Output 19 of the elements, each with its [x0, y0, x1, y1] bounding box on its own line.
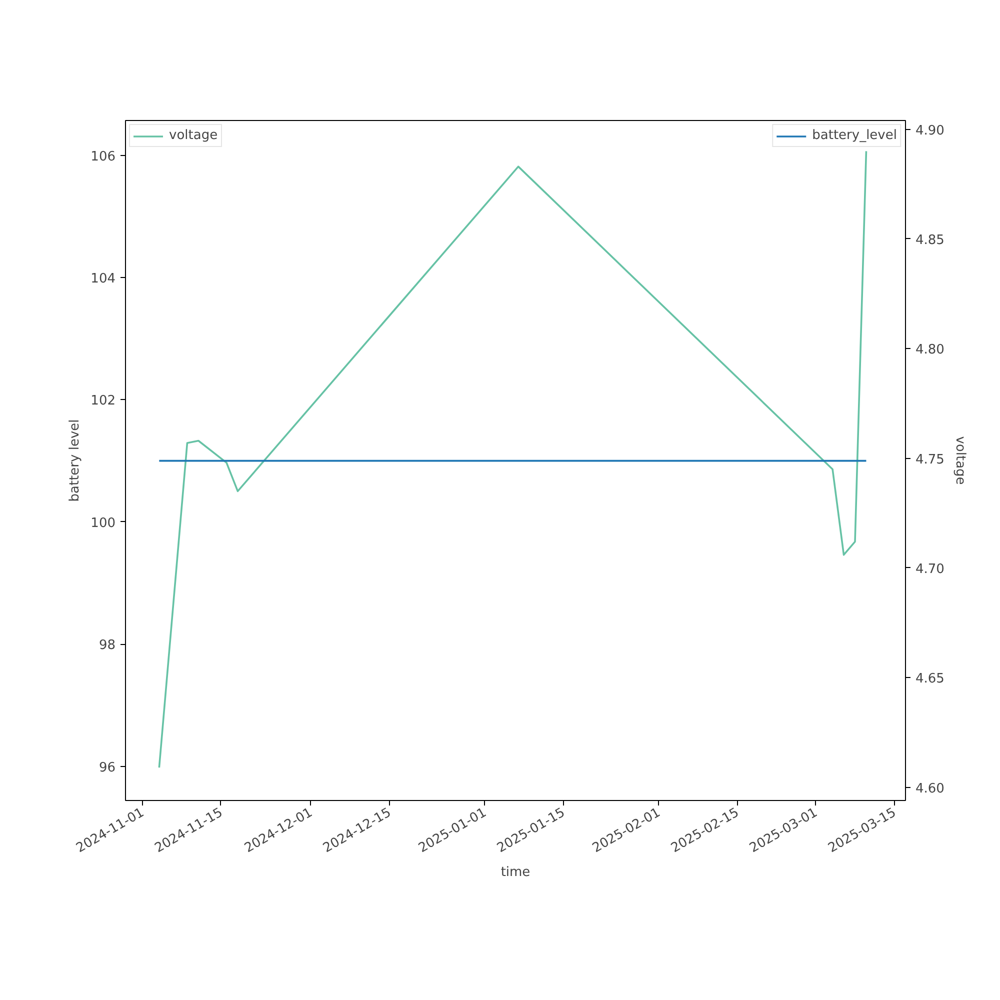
y-tick-label: 96	[98, 760, 116, 776]
y-tick-label: 104	[90, 272, 116, 287]
y-axis-title: battery level	[68, 419, 83, 502]
y-tick-label: 102	[90, 394, 116, 409]
legend-label: battery_level	[812, 128, 897, 143]
y2-axis-title: voltage	[952, 436, 968, 485]
y2-tick-label: 4.75	[916, 452, 944, 468]
y2-tick-label: 4.60	[916, 781, 944, 796]
legend-label: voltage	[169, 128, 218, 143]
y2-tick-label: 4.90	[916, 123, 944, 138]
y-tick-label: 100	[90, 516, 116, 531]
y-tick-label: 106	[90, 149, 116, 164]
y2-tick-label: 4.70	[916, 562, 944, 577]
y2-tick-label: 4.85	[916, 232, 944, 248]
y2-tick-label: 4.65	[916, 672, 944, 687]
x-axis-title: time	[500, 864, 530, 880]
y2-tick-label: 4.80	[916, 342, 944, 358]
line-series	[158, 150, 868, 768]
y-tick-label: 98	[98, 638, 116, 654]
